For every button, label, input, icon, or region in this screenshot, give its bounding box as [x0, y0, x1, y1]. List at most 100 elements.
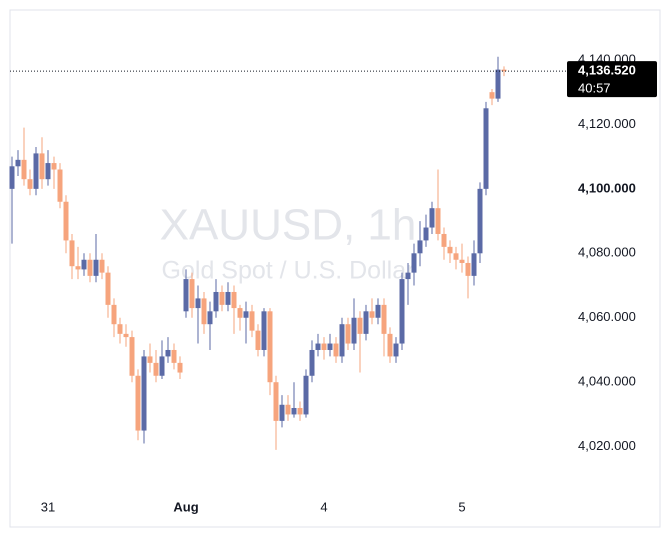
candle-body [417, 240, 423, 254]
candle-body [489, 92, 495, 99]
candle-body [93, 259, 99, 276]
x-tick-label: 5 [458, 499, 465, 514]
candle-body [423, 227, 429, 241]
candle-body [369, 311, 375, 318]
candle-body [315, 343, 321, 350]
watermark-title: XAUUSD, 1h [160, 201, 417, 250]
candle-body [339, 324, 345, 357]
candle-body [477, 188, 483, 254]
candle-body [165, 349, 171, 357]
y-tick-label: 4,060.000 [578, 309, 636, 324]
y-tick-label: 4,040.000 [578, 374, 636, 389]
y-tick-label: 4,080.000 [578, 245, 636, 260]
candle-body [57, 169, 63, 202]
candle-body [231, 291, 237, 309]
candle-body [195, 298, 201, 309]
candle-body [213, 291, 219, 312]
candle-body [441, 233, 447, 247]
candle-body [201, 298, 207, 325]
candle-body [27, 179, 33, 189]
candle-body [381, 304, 387, 334]
candle-body [447, 246, 453, 254]
x-tick-label: 31 [41, 499, 55, 514]
candle-body [45, 163, 51, 180]
candle-body [297, 407, 303, 415]
y-tick-label: 4,020.000 [578, 438, 636, 453]
candle-body [81, 259, 87, 270]
candle-body [105, 272, 111, 305]
candle-body [393, 343, 399, 357]
candle-body [39, 153, 45, 180]
candle-body [237, 308, 243, 318]
candle-body [345, 324, 351, 344]
candle-body [255, 330, 261, 350]
y-tick-label: 4,120.000 [578, 116, 636, 131]
candle-body [279, 404, 285, 421]
candle-body [99, 259, 105, 273]
candle-body [207, 311, 213, 325]
candle-body [375, 304, 381, 318]
candle-body [459, 259, 465, 263]
candle-body [309, 349, 315, 376]
candle-body [111, 304, 117, 325]
candle-body [21, 159, 27, 180]
candle-body [261, 311, 267, 350]
candle-body [399, 279, 405, 344]
countdown: 40:57 [578, 81, 611, 96]
candle-body [153, 362, 159, 376]
candle-body [291, 407, 297, 415]
candle-body [147, 356, 153, 363]
candle-body [303, 375, 309, 415]
candle-body [285, 404, 291, 415]
candle-body [357, 317, 363, 334]
candle-body [429, 208, 435, 228]
candle-body [351, 317, 357, 344]
candle-body [243, 311, 249, 318]
candle-body [183, 279, 189, 312]
candle-body [387, 333, 393, 357]
price-tag-label: 4,136.520 [578, 63, 636, 78]
candle-body [15, 159, 21, 167]
candle-body [267, 311, 273, 383]
x-tick-label: 4 [320, 499, 327, 514]
candle-body [501, 69, 507, 72]
candle-body [117, 324, 123, 334]
candle-body [219, 291, 225, 305]
candle-body [327, 343, 333, 350]
candle-body [141, 356, 147, 431]
candle-body [333, 343, 339, 357]
candle-body [321, 343, 327, 350]
watermark-subtitle: Gold Spot / U.S. Dollar [162, 257, 415, 285]
candle-body [123, 333, 129, 338]
candle-body [273, 382, 279, 421]
candle-body [465, 262, 471, 276]
candle-body [471, 253, 477, 276]
price-tag [567, 61, 657, 98]
candle-body [483, 108, 489, 189]
candle-body [63, 201, 69, 241]
candle-body [225, 291, 231, 305]
candle-body [69, 240, 75, 267]
candle-body [135, 375, 141, 431]
candle-body [411, 253, 417, 273]
candle-body [87, 259, 93, 276]
candle-body [363, 311, 369, 334]
candle-body [435, 208, 441, 234]
candle-body [75, 266, 81, 270]
candle-body [249, 311, 255, 331]
candle-body [405, 272, 411, 280]
candle-body [9, 166, 15, 189]
candle-body [159, 356, 165, 376]
candle-body [51, 163, 57, 170]
frame [9, 9, 661, 528]
x-tick-label: Aug [173, 499, 198, 514]
candle-body [129, 337, 135, 376]
candle-body [453, 253, 459, 260]
candle-body [189, 279, 195, 309]
candle-body [171, 349, 177, 363]
candle-body [33, 153, 39, 189]
candle-body [177, 362, 183, 373]
y-tick-label: 4,100.000 [578, 180, 636, 195]
candle-body [495, 69, 501, 99]
